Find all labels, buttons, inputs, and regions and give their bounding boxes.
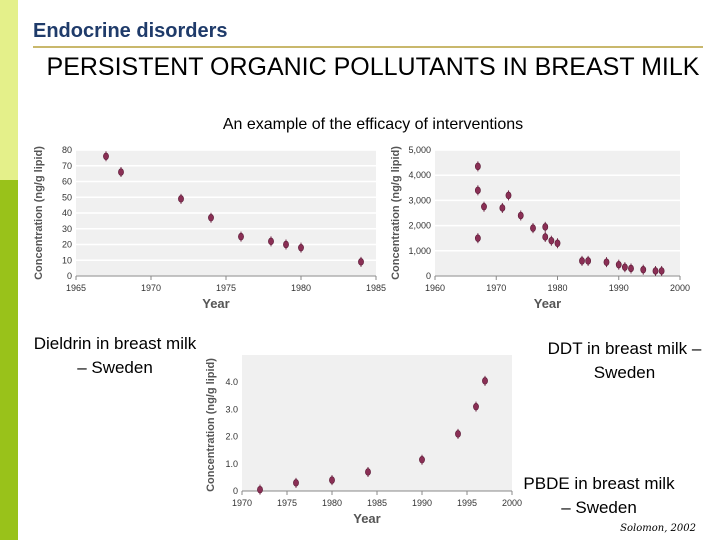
data-point [499,204,506,212]
dieldrin-caption: Dieldrin in breast milk – Sweden [33,334,197,377]
data-point [579,257,585,265]
y-axis-title: Concentration (ng/g lipid) [390,146,402,280]
x-tick-label: 1990 [412,498,432,508]
data-point [585,257,592,265]
x-tick-label: 1970 [486,283,506,293]
data-point [482,377,488,385]
y-tick-label: 40 [62,208,72,218]
x-tick-label: 1960 [425,283,445,293]
y-tick-label: 20 [62,240,72,250]
sidebar-accent-light [0,0,18,180]
y-tick-label: 2,000 [408,221,431,231]
source-credit: Solomon, 2002 [620,523,696,534]
y-tick-label: 3.0 [225,404,238,414]
data-point [103,152,109,160]
y-tick-label: 1,000 [408,246,431,256]
slide-subtitle: An example of the efficacy of interventi… [222,116,524,133]
plot-area [242,355,512,491]
y-axis-title: Concentration (ng/g lipid) [33,146,45,280]
pbde-chart: 0 1.0 2.0 3.0 4.0 1970 1975 1980 1985 1990 1995 200… [205,355,522,526]
x-axis-title: Year [353,511,380,526]
y-tick-label: 2.0 [225,432,238,442]
x-tick-label: 1980 [291,283,311,293]
data-point [474,234,481,242]
y-tick-label: 30 [62,224,72,234]
data-point [517,211,524,220]
data-point [658,267,665,275]
y-tick-label: 10 [62,255,72,265]
plot-area [435,150,680,276]
x-axis-title: Year [202,296,229,311]
dieldrin-chart: 0 10 20 30 40 50 60 70 80 1965 1970 1975 1980 1985 Yea… [33,145,386,311]
data-point [628,264,634,273]
y-tick-label: 80 [62,145,72,155]
data-point [178,195,184,203]
x-tick-label: 1995 [457,498,477,508]
y-tick-label: 4,000 [408,170,431,180]
data-point [283,240,289,249]
y-tick-label: 4.0 [225,377,238,387]
pbde-caption: PBDE in breast milk – Sweden [523,474,675,517]
data-point [293,479,299,487]
data-point [640,266,647,274]
x-tick-label: 2000 [502,498,522,508]
x-tick-label: 1975 [277,498,297,508]
data-point [542,223,549,231]
y-tick-label: 0 [233,486,238,496]
x-tick-label: 1965 [66,283,86,293]
data-point [615,260,622,269]
data-point [268,237,274,246]
data-point [419,456,425,464]
sidebar-accent-dark [0,180,18,540]
data-point [358,258,364,266]
x-tick-label: 1980 [322,498,342,508]
data-point [621,263,628,271]
data-point [455,430,461,438]
data-point [257,485,263,494]
x-axis-title: Year [534,296,561,311]
slide-sidebar [0,0,18,540]
data-point [603,258,610,266]
data-point [365,468,371,476]
y-tick-label: 0 [67,271,72,281]
x-tick-label: 1985 [366,283,386,293]
data-point [329,476,335,484]
heading-divider [33,46,703,48]
y-tick-label: 0 [426,271,431,281]
data-point [208,214,214,222]
data-point [554,239,561,247]
y-tick-label: 3,000 [408,195,431,205]
x-tick-label: 1975 [216,283,236,293]
data-point [530,224,536,232]
y-tick-label: 60 [62,177,72,187]
slide-title: PERSISTENT ORGANIC POLLUTANTS IN BREAST … [46,53,700,81]
section-heading: Endocrine disorders [33,20,228,42]
y-tick-label: 1.0 [225,459,238,469]
x-tick-label: 1990 [609,283,629,293]
data-point [238,232,244,241]
y-tick-label: 70 [62,161,72,171]
data-point [473,402,479,411]
y-tick-label: 50 [62,192,72,202]
data-point [652,267,659,275]
data-point [474,186,481,195]
data-point [505,191,512,200]
x-tick-label: 1970 [232,498,252,508]
ddt-caption: DDT in breast milk – Sweden [547,339,702,382]
data-point [298,243,304,252]
data-point [542,233,549,241]
ddt-chart: 0 1,000 2,000 3,000 4,000 5,000 1960 1970 1980 19… [390,145,690,311]
data-point [481,202,487,211]
y-axis-title: Concentration (ng/g lipid) [205,358,217,492]
x-tick-label: 2000 [670,283,690,293]
data-point [474,162,481,171]
x-tick-label: 1985 [367,498,387,508]
x-tick-label: 1970 [141,283,161,293]
data-point [118,168,124,176]
x-tick-label: 1980 [547,283,567,293]
data-point [548,237,555,245]
y-tick-label: 5,000 [408,145,431,155]
